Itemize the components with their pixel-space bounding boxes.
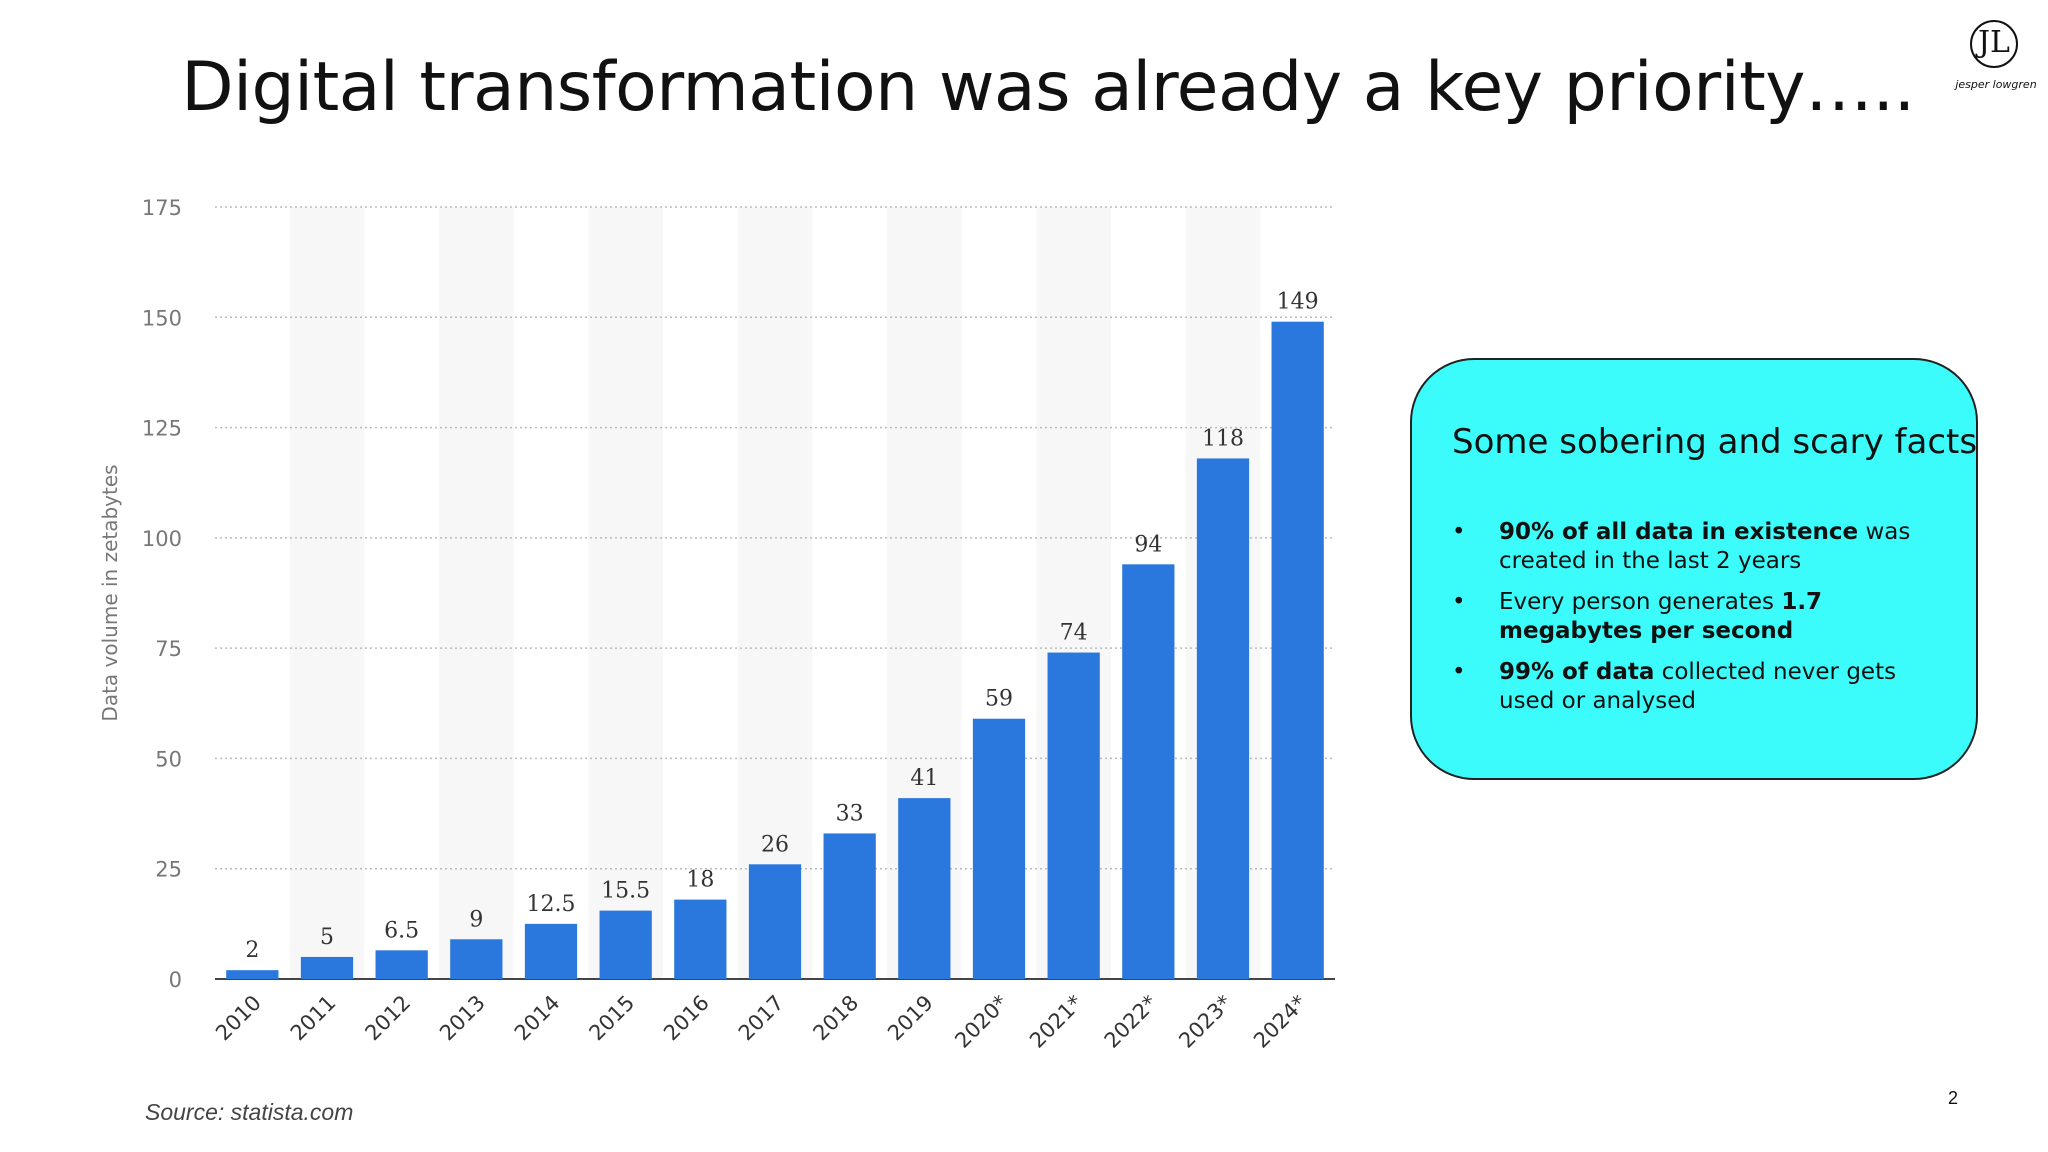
bar	[1047, 652, 1100, 979]
y-tick-label: 75	[155, 637, 182, 661]
bullet-icon: •	[1452, 659, 1466, 685]
facts-list: • 90% of all data in existence was create…	[1452, 518, 1952, 728]
bar	[375, 950, 428, 979]
x-tick-label: 2024*	[1249, 991, 1311, 1053]
logo-monogram: JL	[1978, 25, 2010, 60]
bar	[450, 939, 503, 979]
bar-value-label: 9	[469, 907, 483, 932]
x-tick-label: 2018	[808, 991, 863, 1046]
x-tick-label: 2014	[510, 991, 565, 1046]
fact-text: was	[1858, 519, 1911, 545]
slide-title: Digital transformation was already a key…	[181, 48, 1915, 127]
bar	[1271, 321, 1324, 979]
y-tick-label: 25	[155, 858, 182, 882]
bar-value-label: 6.5	[384, 918, 419, 943]
bar-value-label: 26	[761, 832, 789, 857]
bar-value-label: 94	[1134, 532, 1162, 557]
chart-band	[737, 207, 813, 979]
chart-band	[439, 207, 514, 979]
bar-value-label: 33	[836, 801, 864, 826]
bar-value-label: 74	[1060, 621, 1088, 646]
bullet-icon: •	[1452, 589, 1466, 615]
x-tick-label: 2022*	[1100, 991, 1162, 1053]
bar	[524, 923, 578, 979]
source-note: Source: statista.com	[145, 1099, 354, 1125]
y-tick-label: 125	[142, 417, 182, 441]
y-tick-label: 175	[142, 196, 182, 220]
x-tick-label: 2010	[211, 991, 266, 1046]
facts-title: Some sobering and scary facts	[1452, 422, 1978, 462]
bar-value-label: 118	[1202, 426, 1244, 451]
fact-text: Every person generates	[1499, 589, 1782, 615]
fact-text: collected never gets used or analysed	[1499, 659, 1897, 714]
logo-circle-icon	[1970, 20, 2018, 68]
x-tick-label: 2012	[360, 991, 415, 1046]
fact-text: created in the last 2 years	[1499, 548, 1802, 574]
bar	[1196, 458, 1250, 979]
fact-bold: 1.7 megabytes per second	[1499, 589, 1823, 644]
bar	[599, 910, 652, 979]
bar-value-label: 15.5	[601, 879, 650, 904]
page-number: 2	[1948, 1088, 1959, 1108]
fact-item: • Every person generates 1.7 megabytes p…	[1452, 588, 1952, 646]
y-tick-label: 100	[142, 527, 182, 551]
y-axis-label: Data volume in zetabytes	[98, 464, 122, 721]
bar	[748, 864, 802, 979]
chart-band	[588, 207, 663, 979]
y-tick-label: 150	[142, 306, 182, 330]
bar	[226, 970, 279, 979]
x-tick-label: 2013	[435, 991, 490, 1046]
bar	[972, 718, 1026, 979]
bar-value-label: 12.5	[527, 892, 576, 917]
bar	[823, 833, 876, 979]
bar-value-label: 149	[1277, 290, 1319, 315]
brand-logo: JL jesper lowgren	[1952, 18, 2044, 98]
x-tick-label: 2020*	[950, 991, 1012, 1053]
x-tick-label: 2011	[286, 991, 341, 1046]
bar	[898, 798, 951, 979]
bar-value-label: 5	[320, 925, 334, 950]
fact-item: • 99% of data collected never gets used …	[1452, 658, 1952, 716]
x-tick-label: 2017	[734, 991, 789, 1046]
bar	[300, 956, 354, 979]
bar-value-label: 18	[686, 868, 714, 893]
facts-callout: Some sobering and scary facts • 90% of a…	[1410, 358, 1978, 780]
bar-value-label: 2	[245, 938, 259, 963]
chart-container: 0 25 50 75 100 125 150 175 Data volume in zetaby…	[0, 150, 1400, 1140]
y-tick-label: 50	[155, 747, 182, 771]
x-tick-label: 2023*	[1174, 991, 1236, 1053]
bar-value-label: 59	[985, 687, 1013, 712]
bar-value-label: 41	[910, 766, 938, 791]
fact-item: • 90% of all data in existence was create…	[1452, 518, 1952, 576]
y-tick-label: 0	[169, 968, 182, 992]
x-tick-label: 2021*	[1025, 991, 1087, 1053]
x-tick-label: 2016	[659, 991, 714, 1046]
x-tick-label: 2019	[883, 991, 938, 1046]
bar	[674, 899, 727, 979]
logo-name: jesper lowgren	[1955, 78, 2037, 91]
chart-band	[289, 207, 365, 979]
fact-bold: 99% of data	[1499, 659, 1655, 685]
bar	[1122, 564, 1175, 979]
bullet-icon: •	[1452, 519, 1466, 545]
fact-bold: 90% of all data in existence	[1499, 519, 1859, 545]
x-tick-label: 2015	[584, 991, 639, 1046]
